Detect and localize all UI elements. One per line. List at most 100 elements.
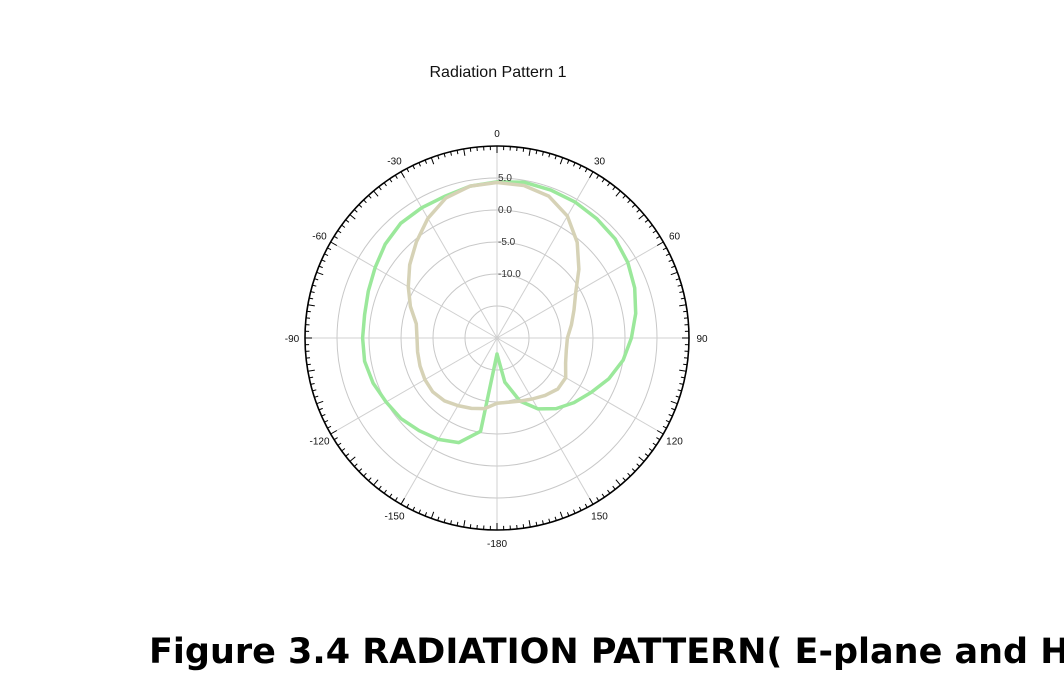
angle-tick <box>437 516 440 521</box>
angle-tick <box>312 389 317 392</box>
angle-tick <box>644 219 649 223</box>
angle-tick <box>463 148 466 156</box>
grid-spoke <box>400 171 498 339</box>
angle-tick <box>542 520 544 525</box>
angle-tick <box>310 383 315 385</box>
angle-tick-label: 30 <box>594 157 606 168</box>
figure-caption: Figure 3.4 RADIATION PATTERN( E-plane an… <box>149 632 1064 672</box>
angle-tick <box>656 241 664 246</box>
angle-tick <box>430 157 435 165</box>
angle-tick <box>324 419 329 423</box>
angle-tick <box>327 425 332 429</box>
angle-tick <box>656 235 661 239</box>
angle-tick <box>406 503 410 508</box>
angle-tick <box>665 253 670 257</box>
angle-tick <box>310 291 315 293</box>
angle-tick <box>584 503 588 508</box>
angle-tick <box>418 162 421 167</box>
angle-tick <box>528 148 531 156</box>
angle-tick <box>668 259 673 262</box>
angle-tick <box>363 199 367 204</box>
angle-tick <box>400 171 405 179</box>
angle-tick <box>601 493 605 498</box>
angle-tick <box>662 247 667 251</box>
angle-tick <box>316 271 324 276</box>
angle-tick <box>670 400 678 405</box>
angle-tick <box>463 520 466 528</box>
angle-tick <box>306 363 311 366</box>
angle-tick <box>589 497 594 505</box>
series-line-2 <box>406 180 581 411</box>
angle-tick <box>450 520 452 525</box>
angle-tick <box>389 178 393 183</box>
grid-spoke <box>496 337 594 505</box>
angle-tick <box>615 479 621 486</box>
angle-tick <box>341 448 346 452</box>
chart-title: Radiation Pattern 1 <box>429 64 567 81</box>
angle-tick <box>548 153 551 158</box>
angle-tick <box>622 477 626 482</box>
angle-tick <box>677 284 682 287</box>
angle-tick <box>656 437 661 441</box>
angle-tick-label: -150 <box>384 512 404 523</box>
angle-tick <box>656 430 664 435</box>
radial-label: 0.0 <box>498 205 512 216</box>
angle-tick <box>469 147 472 152</box>
angle-tick <box>573 162 576 167</box>
angle-tick-label: -30 <box>387 157 402 168</box>
angle-tick <box>636 463 641 467</box>
angle-tick <box>373 190 379 197</box>
angle-tick <box>345 219 350 223</box>
angle-tick <box>307 369 315 372</box>
angle-tick <box>584 168 588 173</box>
angle-tick <box>400 497 405 505</box>
angle-tick <box>307 304 315 307</box>
angle-tick <box>648 448 653 452</box>
angle-tick <box>378 186 382 191</box>
angle-tick <box>330 430 338 435</box>
angle-tick <box>424 512 428 517</box>
angle-tick <box>469 524 472 529</box>
angle-tick <box>522 147 525 152</box>
radial-label: -5.0 <box>498 237 516 248</box>
angle-tick <box>316 400 324 405</box>
angle-tick <box>573 509 576 514</box>
angle-tick <box>450 151 452 156</box>
angle-tick <box>671 265 676 269</box>
angle-tick <box>554 516 557 521</box>
angle-tick <box>456 521 459 526</box>
angle-tick <box>443 153 446 158</box>
angle-tick <box>337 442 342 446</box>
angle-tick <box>627 199 631 204</box>
angle-tick-label: 0 <box>494 129 500 140</box>
angle-tick <box>321 414 326 417</box>
angle-tick <box>363 472 367 477</box>
angle-tick <box>368 477 372 482</box>
angle-tick <box>535 150 538 155</box>
angle-tick <box>677 389 682 392</box>
angle-tick <box>333 235 338 239</box>
angle-tick <box>612 186 616 191</box>
angle-tick <box>349 214 356 220</box>
angle-tick <box>548 518 551 523</box>
angle-tick <box>627 472 631 477</box>
angle-tick <box>679 304 687 307</box>
angle-tick <box>601 178 605 183</box>
grid-spoke <box>330 337 498 435</box>
grid-spoke <box>496 171 594 339</box>
angle-tick <box>607 489 611 494</box>
angle-tick <box>309 297 314 300</box>
angle-tick-label: 120 <box>666 437 683 448</box>
radial-label: -10.0 <box>498 269 521 280</box>
angle-tick <box>670 271 678 276</box>
angle-tick <box>622 194 626 199</box>
angle-tick <box>349 456 356 462</box>
angle-tick <box>437 155 440 160</box>
angle-tick <box>314 278 319 281</box>
angle-tick <box>337 230 342 234</box>
angle-tick <box>542 151 544 156</box>
angle-tick <box>612 485 616 490</box>
angle-tick <box>679 383 684 385</box>
angle-tick <box>378 485 382 490</box>
angle-tick <box>578 165 582 170</box>
